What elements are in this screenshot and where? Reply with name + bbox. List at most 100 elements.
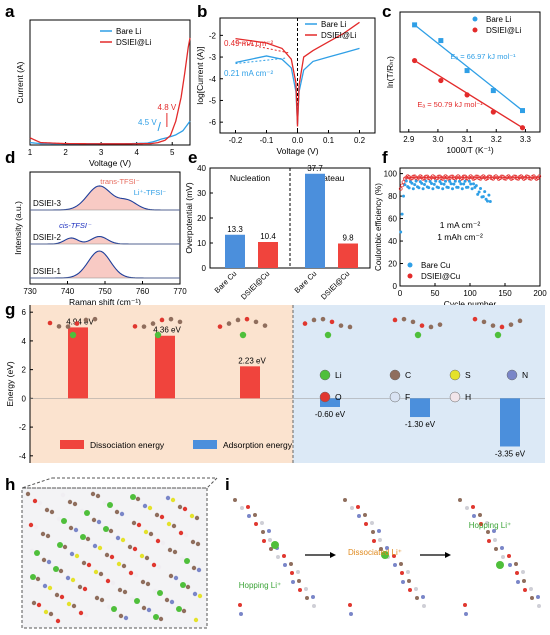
panel-h-atom bbox=[28, 522, 34, 528]
panel-e-group-0: Nucleation bbox=[230, 173, 270, 183]
panel-h-atom bbox=[69, 551, 75, 557]
panel-f-point-bare bbox=[420, 181, 424, 185]
panel-h-atom bbox=[82, 586, 88, 592]
panel-i-state-3-li-ion bbox=[496, 561, 504, 569]
panel-f-point-bare bbox=[448, 179, 452, 183]
panel-g-ytick-label: -4 bbox=[19, 452, 27, 461]
panel-h-atom bbox=[45, 533, 51, 539]
panel-e-ytick-label: 20 bbox=[197, 214, 206, 223]
panel-c-point-1 bbox=[490, 109, 496, 115]
panel-h-atom bbox=[135, 496, 141, 502]
panel-f-point-bare bbox=[469, 182, 473, 186]
panel-g-bar-2 bbox=[240, 366, 260, 399]
panel-g-bar-4 bbox=[410, 398, 430, 418]
panel-h-atom bbox=[172, 549, 178, 555]
panel-i-state-2-atom bbox=[393, 563, 397, 567]
panel-f-ytick-label: 40 bbox=[388, 237, 397, 246]
panel-i-state-1-atom bbox=[290, 571, 294, 575]
panel-h-atom bbox=[185, 584, 191, 590]
panel-h-atom bbox=[66, 601, 72, 607]
panel-i-state-2-atom bbox=[356, 505, 360, 509]
panel-i-arrow-1-head bbox=[330, 552, 336, 558]
panel-f-point-dsiei bbox=[400, 183, 404, 188]
panel-i-state-1-li-ion bbox=[271, 541, 279, 549]
panel-h-atom bbox=[134, 598, 140, 604]
panel-i-state-2-atom bbox=[415, 596, 419, 600]
panel-f-point-bare bbox=[456, 185, 460, 189]
panel-h-atom bbox=[25, 491, 31, 497]
panel-f-point-bare bbox=[427, 186, 431, 190]
panel-f-point-bare bbox=[466, 185, 470, 189]
panel-f-point-bare bbox=[431, 187, 435, 191]
panel-f-point-bare bbox=[470, 187, 474, 191]
panel-i-state-2-atom bbox=[392, 554, 396, 558]
panel-i-state-3-atom bbox=[523, 588, 527, 592]
panel-c-point-1 bbox=[438, 77, 444, 84]
panel-i-state-1-atom bbox=[304, 587, 308, 591]
panel-g-ytick-label: 6 bbox=[22, 308, 27, 317]
panel-a-legend-0-label: Bare Li bbox=[116, 27, 142, 36]
panel-f-point-bare bbox=[434, 179, 438, 183]
panel-e-category-1: DSIEI@Cu bbox=[239, 269, 271, 301]
panel-c-annotation-1: Eₐ = 50.79 kJ mol⁻¹ bbox=[417, 100, 483, 109]
panel-a-legend-1-label: DSIEI@Li bbox=[116, 38, 151, 47]
panel-h-atom bbox=[182, 506, 188, 512]
panel-i-state-2-atom bbox=[350, 506, 354, 510]
panel-h-atom bbox=[166, 521, 172, 527]
panel-h-atom bbox=[35, 576, 41, 582]
panel-h-atom bbox=[189, 513, 195, 519]
panel-f-point-dsiei bbox=[512, 174, 516, 179]
panel-e-bar-2 bbox=[305, 173, 325, 268]
panel-h-atom bbox=[115, 535, 121, 541]
panel-f-point-bare bbox=[483, 190, 487, 194]
panel-h-atom bbox=[96, 519, 102, 525]
panel-h-atom bbox=[102, 500, 108, 506]
panel-i-state-1-atom bbox=[261, 530, 265, 534]
panel-h-atom bbox=[159, 514, 165, 520]
panel-h-atom bbox=[103, 526, 109, 532]
panel-h-atom bbox=[95, 493, 101, 499]
panel-i-state-3-atom bbox=[463, 603, 467, 607]
panel-f-point-dsiei bbox=[524, 174, 529, 179]
panel-i-state-3-atom bbox=[487, 539, 491, 543]
panel-f-point-bare bbox=[441, 187, 445, 191]
panel-i-state-2-atom bbox=[421, 595, 425, 599]
panel-i-state-1-atom bbox=[239, 612, 243, 616]
panel-f-point-bare bbox=[446, 185, 450, 189]
panel-h-atom bbox=[143, 529, 149, 535]
panel-h-atom bbox=[139, 553, 145, 559]
panel-g-molecule-3-atom bbox=[302, 321, 308, 326]
panel-h-atom bbox=[197, 593, 203, 599]
panel-h-atom bbox=[105, 578, 111, 584]
panel-b-xtick-label: -0.1 bbox=[260, 136, 274, 145]
panel-i-state-1-atom bbox=[268, 538, 272, 542]
panel-c-xtick-label: 3.3 bbox=[520, 135, 532, 144]
panel-i-state-2-atom bbox=[400, 571, 404, 575]
panel-h-atom bbox=[81, 560, 87, 566]
panel-i-state-3-atom bbox=[471, 505, 475, 509]
panel-f-xtick-label: 50 bbox=[431, 289, 440, 298]
panel-h-atom bbox=[147, 505, 153, 511]
panel-f-point-dsiei bbox=[461, 174, 466, 179]
panel-i-state-3-atom bbox=[529, 587, 533, 591]
panel-d-trace-label-2: DSIEI-1 bbox=[33, 267, 62, 276]
panel-f-point-bare bbox=[421, 187, 425, 191]
panel-h-atom bbox=[173, 575, 179, 581]
panel-h-atom bbox=[141, 605, 147, 611]
panel-f-point-bare bbox=[423, 183, 426, 187]
panel-h-atom bbox=[109, 554, 115, 560]
panel-h-atom bbox=[92, 543, 98, 549]
panel-g-legend-swatch-0 bbox=[60, 440, 84, 449]
panel-h-atom bbox=[33, 524, 39, 530]
panel-c-ylabel: ln(T/Rₕₜ) bbox=[385, 56, 395, 88]
panel-f-point-bare bbox=[410, 181, 414, 185]
panel-f-point-bare bbox=[413, 183, 417, 187]
panel-g-molecule-5-atom bbox=[472, 316, 478, 322]
panel-h-atom bbox=[157, 590, 163, 596]
panel-g-bar-5 bbox=[500, 398, 520, 447]
panel-i-state-2-atom bbox=[343, 498, 347, 502]
panel-f-point-bare bbox=[437, 186, 440, 190]
panel-i-state-2-atom bbox=[372, 539, 376, 543]
panel-b-ytick-label: -4 bbox=[209, 75, 217, 84]
panel-c-fit-0 bbox=[414, 24, 523, 112]
